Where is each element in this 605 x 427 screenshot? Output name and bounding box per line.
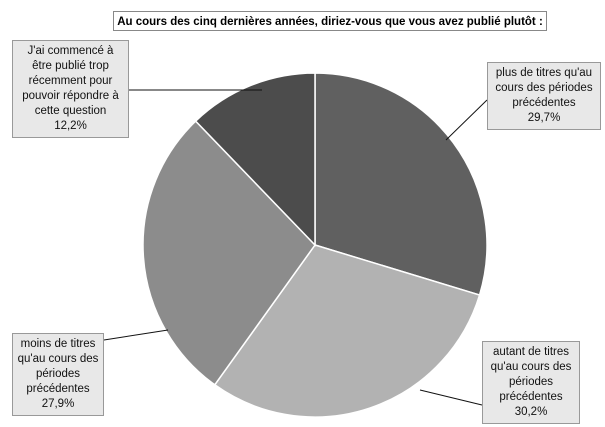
pie-slice — [314, 72, 488, 296]
label-category: moins de titres qu'au cours des périodes… — [17, 338, 99, 395]
label-value: 29,7% — [527, 112, 561, 124]
label-value: 27,9% — [41, 398, 75, 410]
pie-slice — [213, 244, 481, 418]
data-label: plus de titres qu'au cours des périodes … — [487, 62, 601, 130]
leader-line — [445, 99, 488, 141]
data-label: autant de titres qu'au cours des période… — [482, 341, 580, 424]
leader-line — [419, 389, 483, 406]
data-label: J'ai commencé à être publié trop récemme… — [12, 40, 129, 138]
data-label: moins de titres qu'au cours des périodes… — [12, 333, 104, 416]
pie-slice — [142, 120, 316, 386]
label-category: J'ai commencé à être publié trop récemme… — [22, 45, 119, 117]
chart-title: Au cours des cinq dernières années, diri… — [113, 11, 547, 31]
label-value: 30,2% — [514, 406, 548, 418]
leader-line — [103, 329, 169, 341]
label-category: plus de titres qu'au cours des périodes … — [495, 67, 593, 109]
pie-slice — [194, 72, 316, 247]
label-category: autant de titres qu'au cours des période… — [490, 346, 572, 403]
label-value: 12,2% — [54, 120, 87, 132]
